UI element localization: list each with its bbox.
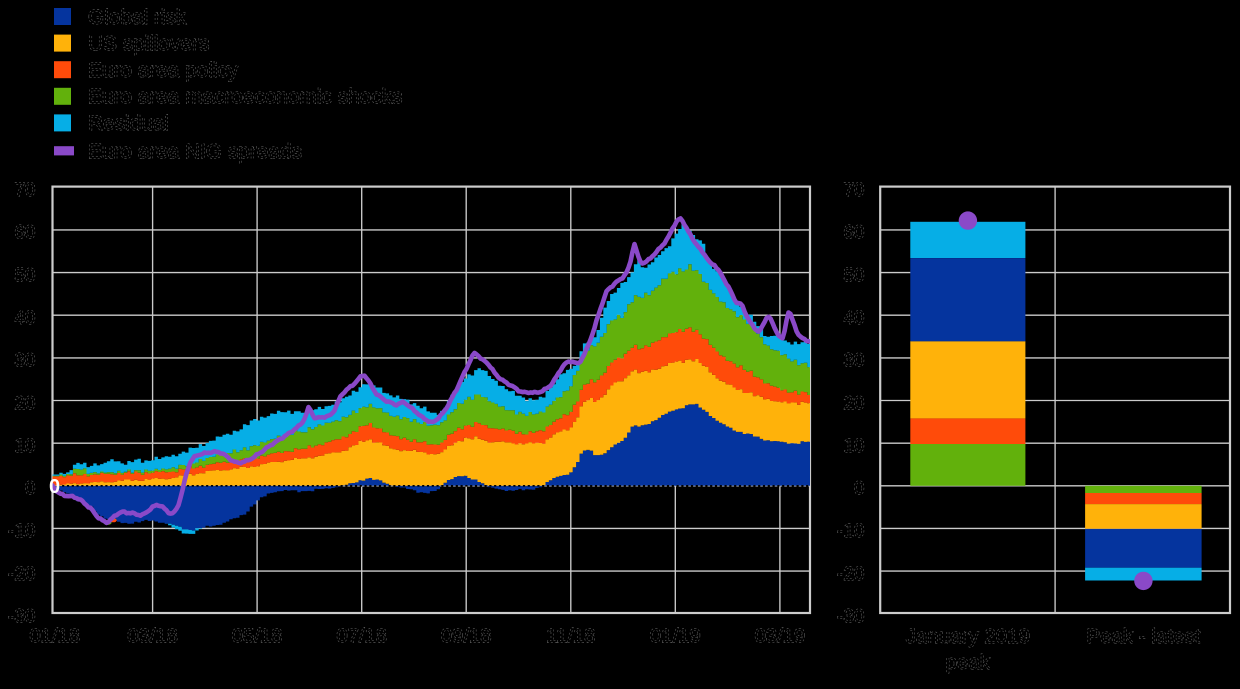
svg-text:-30: -30 [8,607,35,628]
svg-text:Euro area policy: Euro area policy [88,59,239,82]
svg-text:US spillovers: US spillovers [88,32,209,55]
svg-text:60: 60 [843,223,864,244]
svg-text:Euro area macroeconomic shocks: Euro area macroeconomic shocks [88,86,402,109]
svg-text:Global risk: Global risk [88,6,187,29]
svg-text:0: 0 [854,479,865,500]
svg-text:10: 10 [14,436,35,457]
svg-text:30: 30 [843,351,864,372]
svg-text:05/18: 05/18 [232,625,283,647]
svg-text:0: 0 [25,479,36,500]
svg-text:-30: -30 [837,607,864,628]
svg-text:70: 70 [843,180,864,201]
svg-text:70: 70 [14,180,35,201]
svg-text:peak: peak [946,651,991,674]
svg-text:09/18: 09/18 [441,625,492,647]
svg-text:11/18: 11/18 [546,625,595,647]
svg-text:-20: -20 [8,564,35,585]
svg-text:03/18: 03/18 [127,625,178,647]
svg-text:-10: -10 [8,521,35,542]
svg-text:Peak - latest: Peak - latest [1086,625,1200,648]
svg-text:-20: -20 [837,564,864,585]
svg-text:50: 50 [14,265,35,286]
svg-text:20: 20 [14,393,35,414]
svg-text:01/19: 01/19 [650,625,701,647]
svg-text:0: 0 [49,476,60,498]
svg-text:07/18: 07/18 [336,625,387,647]
svg-text:03/19: 03/19 [755,625,806,647]
svg-text:Residual: Residual [88,112,169,135]
svg-text:60: 60 [14,223,35,244]
svg-text:30: 30 [14,351,35,372]
svg-text:January 2019: January 2019 [906,625,1030,648]
svg-text:01/18: 01/18 [29,625,80,647]
svg-text:40: 40 [843,308,864,329]
svg-text:-10: -10 [837,521,864,542]
svg-text:40: 40 [14,308,35,329]
svg-text:20: 20 [843,393,864,414]
svg-text:50: 50 [843,265,864,286]
svg-text:Euro area NIG spreads: Euro area NIG spreads [88,140,302,163]
svg-text:10: 10 [843,436,864,457]
